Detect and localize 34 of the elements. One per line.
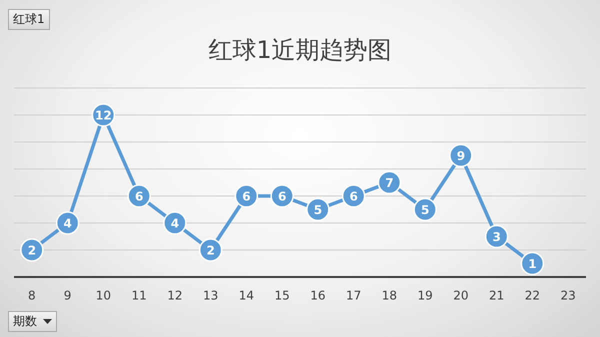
- data-label: 2: [28, 243, 36, 258]
- text: 红球1: [8, 9, 50, 30]
- data-label: 6: [278, 189, 286, 204]
- x-tick-label: 21: [488, 288, 504, 303]
- data-label: 2: [206, 243, 215, 258]
- data-label: 7: [385, 176, 394, 190]
- data-label: 9: [456, 148, 466, 163]
- x-tick-label: 14: [238, 288, 254, 303]
- x-tick-label: 19: [417, 288, 433, 303]
- x-tick-label: 13: [202, 288, 218, 303]
- x-tick-label: 12: [167, 288, 183, 303]
- x-tick-label: 22: [524, 288, 540, 303]
- data-label: 4: [170, 216, 180, 230]
- x-tick-label: 10: [96, 288, 112, 303]
- x-tick-label: 23: [560, 288, 576, 303]
- x-tick-label: 9: [64, 288, 72, 303]
- x-tick-label: 16: [310, 288, 326, 303]
- x-tick-label: 17: [346, 288, 362, 303]
- data-label: 6: [134, 189, 144, 204]
- x-tick-label: 11: [131, 288, 147, 303]
- chart-title: 红球1近期趋势图: [207, 35, 393, 66]
- data-label: 4: [63, 216, 72, 230]
- data-label: 6: [242, 189, 251, 204]
- data-label: 5: [420, 202, 430, 217]
- x-tick-label: 18: [382, 288, 398, 303]
- x-tick-label: 15: [274, 288, 290, 303]
- data-label: 12: [95, 108, 112, 122]
- x-tick-label: 20: [453, 288, 469, 303]
- x-tick-label: 8: [28, 288, 36, 303]
- text: 期数: [13, 313, 37, 330]
- data-label: 3: [492, 230, 501, 244]
- data-label: 5: [314, 202, 322, 217]
- data-label: 6: [349, 189, 358, 204]
- data-label: 1: [528, 256, 537, 271]
